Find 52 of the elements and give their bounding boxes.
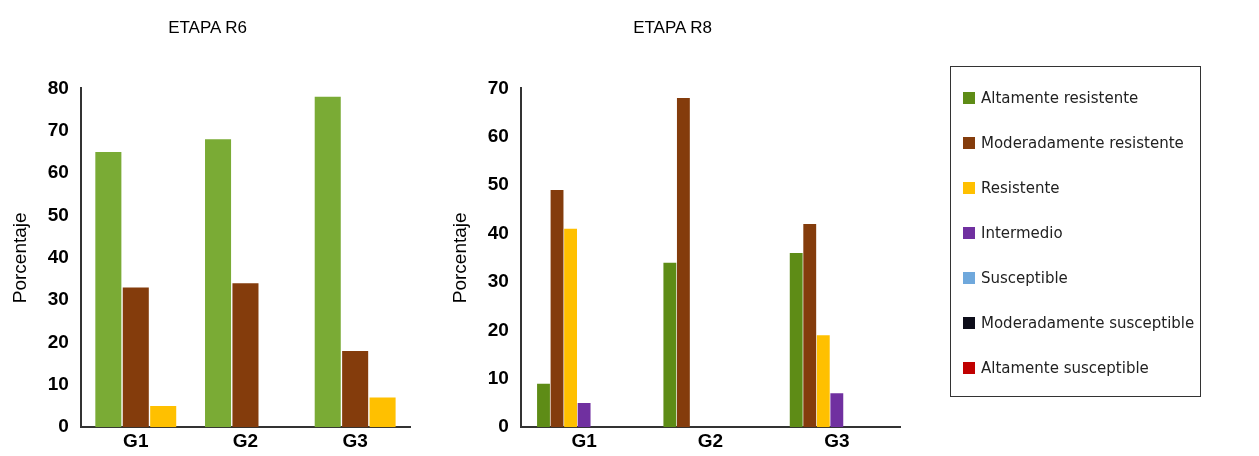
y-tick-label: 20 [487,318,509,340]
y-tick-label: 10 [487,367,509,389]
y-tick-label: 30 [47,288,69,310]
bar [816,335,830,428]
bar [676,98,690,428]
legend-label: Resistente [981,178,1060,197]
bar [537,383,550,428]
y-tick-label: 0 [498,415,509,437]
x-tick-label: G2 [697,429,724,451]
y-tick-label: 30 [487,270,509,292]
y-tick-label: 70 [47,118,69,140]
chart-title: ETAPA R6 [168,17,247,37]
y-tick-label: 20 [47,330,69,352]
legend-label: Moderadamente susceptible [981,313,1195,332]
y-tick-label: 80 [47,76,69,98]
x-tick-label: G2 [232,429,259,451]
bar [314,96,341,428]
x-tick-label: G3 [824,429,850,451]
bar [342,350,369,428]
legend-label: Altamente resistente [981,88,1139,107]
legend-label: Moderadamente resistente [981,133,1184,152]
legend-label: Intermedio [981,223,1063,242]
legend-label: Susceptible [981,268,1068,287]
y-tick-label: 50 [47,203,69,225]
y-tick-label: 10 [47,373,69,395]
bar [232,283,259,428]
y-tick-label: 40 [47,246,69,268]
y-tick-label: 60 [47,161,69,183]
y-tick-label: 50 [487,173,509,195]
bar [663,262,677,428]
x-tick-label: G3 [342,429,368,451]
y-axis-title: Porcentaje [8,212,30,304]
bar [577,403,591,428]
chart-title: ETAPA R8 [633,17,712,37]
bar [830,393,844,428]
bar [803,223,817,428]
bar [95,151,122,428]
bar [369,397,396,428]
legend-label: Altamente susceptible [981,358,1149,377]
bar [550,190,564,428]
bar [564,228,577,428]
y-tick-label: 0 [58,415,69,437]
y-axis-title: Porcentaje [448,212,470,304]
bar [789,252,803,428]
bar [205,139,232,428]
y-tick-label: 60 [487,125,509,147]
y-tick-label: 40 [487,221,509,243]
x-tick-label: G1 [123,429,149,451]
bar [122,287,149,428]
y-tick-label: 70 [487,76,509,98]
bar [150,406,177,428]
x-tick-label: G1 [571,429,598,451]
